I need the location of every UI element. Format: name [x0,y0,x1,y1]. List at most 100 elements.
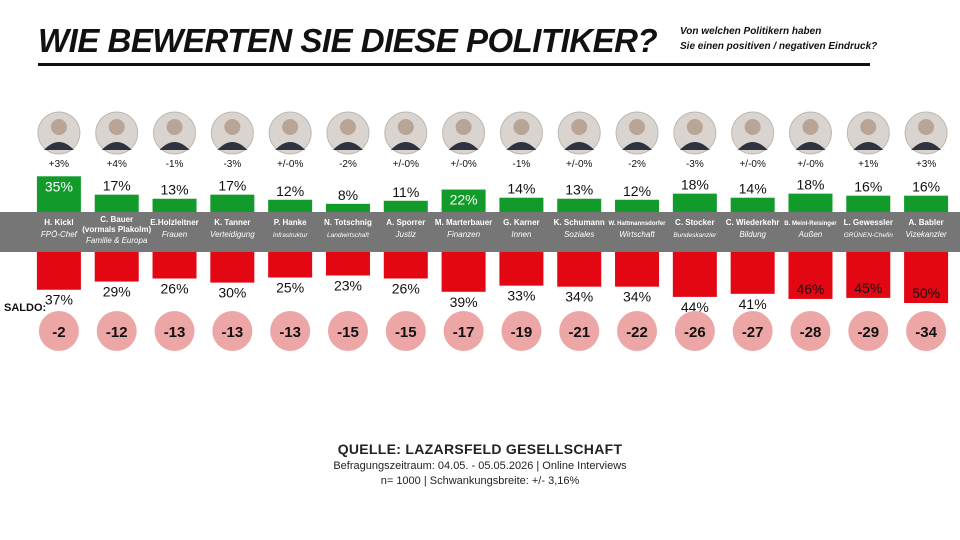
negative-bar [383,252,428,279]
change-label: +3% [49,159,69,170]
negative-value-label: 44% [681,299,709,315]
negative-value-label: 25% [276,280,304,296]
avatar-head-shape [918,119,935,135]
change-label: +/-0% [797,159,824,170]
negative-value-label: 29% [103,284,131,300]
politician-name: C. Wiederkehr [726,218,780,227]
saldo-circle [674,311,715,351]
avatar-head-shape [744,119,761,135]
negative-bar [268,252,313,278]
saldo-circle [212,311,253,351]
politician-name: B. Meinl-Reisinger [784,221,837,227]
positive-value-label: 14% [739,181,767,197]
saldo-circle [732,311,773,351]
saldo-circle [270,311,311,351]
avatar-head-shape [397,119,414,135]
politician-name: N. Totschnig [324,218,372,227]
source-sample: n= 1000 | Schwankungsbreite: +/- 3,16% [380,475,580,487]
positive-bar [672,193,717,212]
negative-bar [846,252,891,298]
avatar-head-shape [339,119,356,135]
politician-name: K. Schumann [554,218,605,227]
change-label: -2% [339,159,357,170]
politician-role: Finanzen [447,230,480,239]
politician-role: FPÖ-Chef [41,230,78,239]
avatar-shoulders-shape [622,142,653,150]
politician-name: M. Marterbauer [435,218,492,227]
avatar-shoulders-shape [506,142,537,150]
politician-name: L. Gewessler [844,218,893,227]
avatar-head-shape [571,119,588,135]
positive-value-label: 18% [681,177,709,193]
survey-question: Von welchen Politikern haben Sie einen p… [680,24,880,54]
negative-bar [557,252,602,287]
saldo-value: -13 [164,324,186,341]
positive-bar [441,189,486,212]
change-label: +/-0% [393,159,420,170]
avatar-shoulders-shape [737,142,768,150]
politician-name: K. Tanner [214,218,250,227]
change-label: -3% [223,159,241,170]
saldo-circle [385,311,426,351]
avatar-head-shape [686,119,703,135]
saldo-value: -13 [222,324,244,341]
politician-name: C. Bauer [100,215,133,224]
saldo-label: SALDO: [4,302,46,314]
saldo-circle [327,311,368,351]
positive-bar [268,199,313,212]
avatar-shoulders-shape [217,142,248,150]
positive-bar [557,198,602,212]
positive-bar [325,203,370,212]
positive-bar [730,197,775,212]
survey-question-line-2: Sie einen positiven / negativen Eindruck… [680,41,878,52]
negative-bar [730,252,775,294]
positive-bar [152,198,197,212]
avatar-head-shape [455,119,472,135]
avatar-head-shape [282,119,299,135]
survey-question-line-1: Von welchen Politikern haben [680,26,822,37]
saldo-circle [154,311,195,351]
politician-role: Wirtschaft [619,230,655,239]
negative-value-label: 34% [623,289,651,305]
negative-value-label: 23% [334,277,362,293]
politician-role: Infrastruktur [273,232,309,239]
politician-role: Innen [511,230,532,239]
positive-bar [36,176,81,212]
avatar-head-shape [224,119,241,135]
saldo-value: -28 [800,324,822,341]
change-label: -3% [686,159,704,170]
politician-name: A. Babler [909,218,944,227]
negative-value-label: 26% [392,281,420,297]
change-label: +/-0% [739,159,766,170]
negative-value-label: 39% [450,294,478,310]
politician-role: Soziales [564,230,594,239]
politician-name: H. Kickl [44,218,73,227]
saldo-value: -12 [106,324,128,341]
saldo-value: -21 [568,324,590,341]
negative-bar [94,252,139,282]
saldo-value: -26 [684,324,706,341]
change-label: +/-0% [566,159,593,170]
politician-role: Landwirtschaft [327,232,370,239]
negative-value-label: 41% [739,296,767,312]
positive-value-label: 18% [796,177,824,193]
chart-marks: +3% 35% 37% H. Kickl FPÖ-Chef -2 +4% 17% 29% C. B… [36,111,949,351]
politician-role: Vizekanzler [905,230,947,239]
avatar-shoulders-shape [679,142,710,150]
negative-value-label: 30% [218,285,246,301]
avatar-shoulders-shape [43,142,74,150]
positive-value-label: 11% [392,184,419,200]
positive-bar [904,195,949,212]
avatar-head-shape [166,119,183,135]
positive-value-label: 16% [912,179,940,195]
politician-name: A. Sporrer [386,218,425,227]
positive-bar [499,197,544,212]
politician-role: Bildung [739,230,766,239]
negative-value-label: 50% [912,285,940,301]
positive-bar [94,194,139,212]
saldo-circle [848,311,889,351]
negative-bar [210,252,255,283]
politician-role: Bundeskanzler [673,232,717,239]
politician-name: W. Hattmannsdorfer [609,221,667,227]
avatar-shoulders-shape [564,142,595,150]
